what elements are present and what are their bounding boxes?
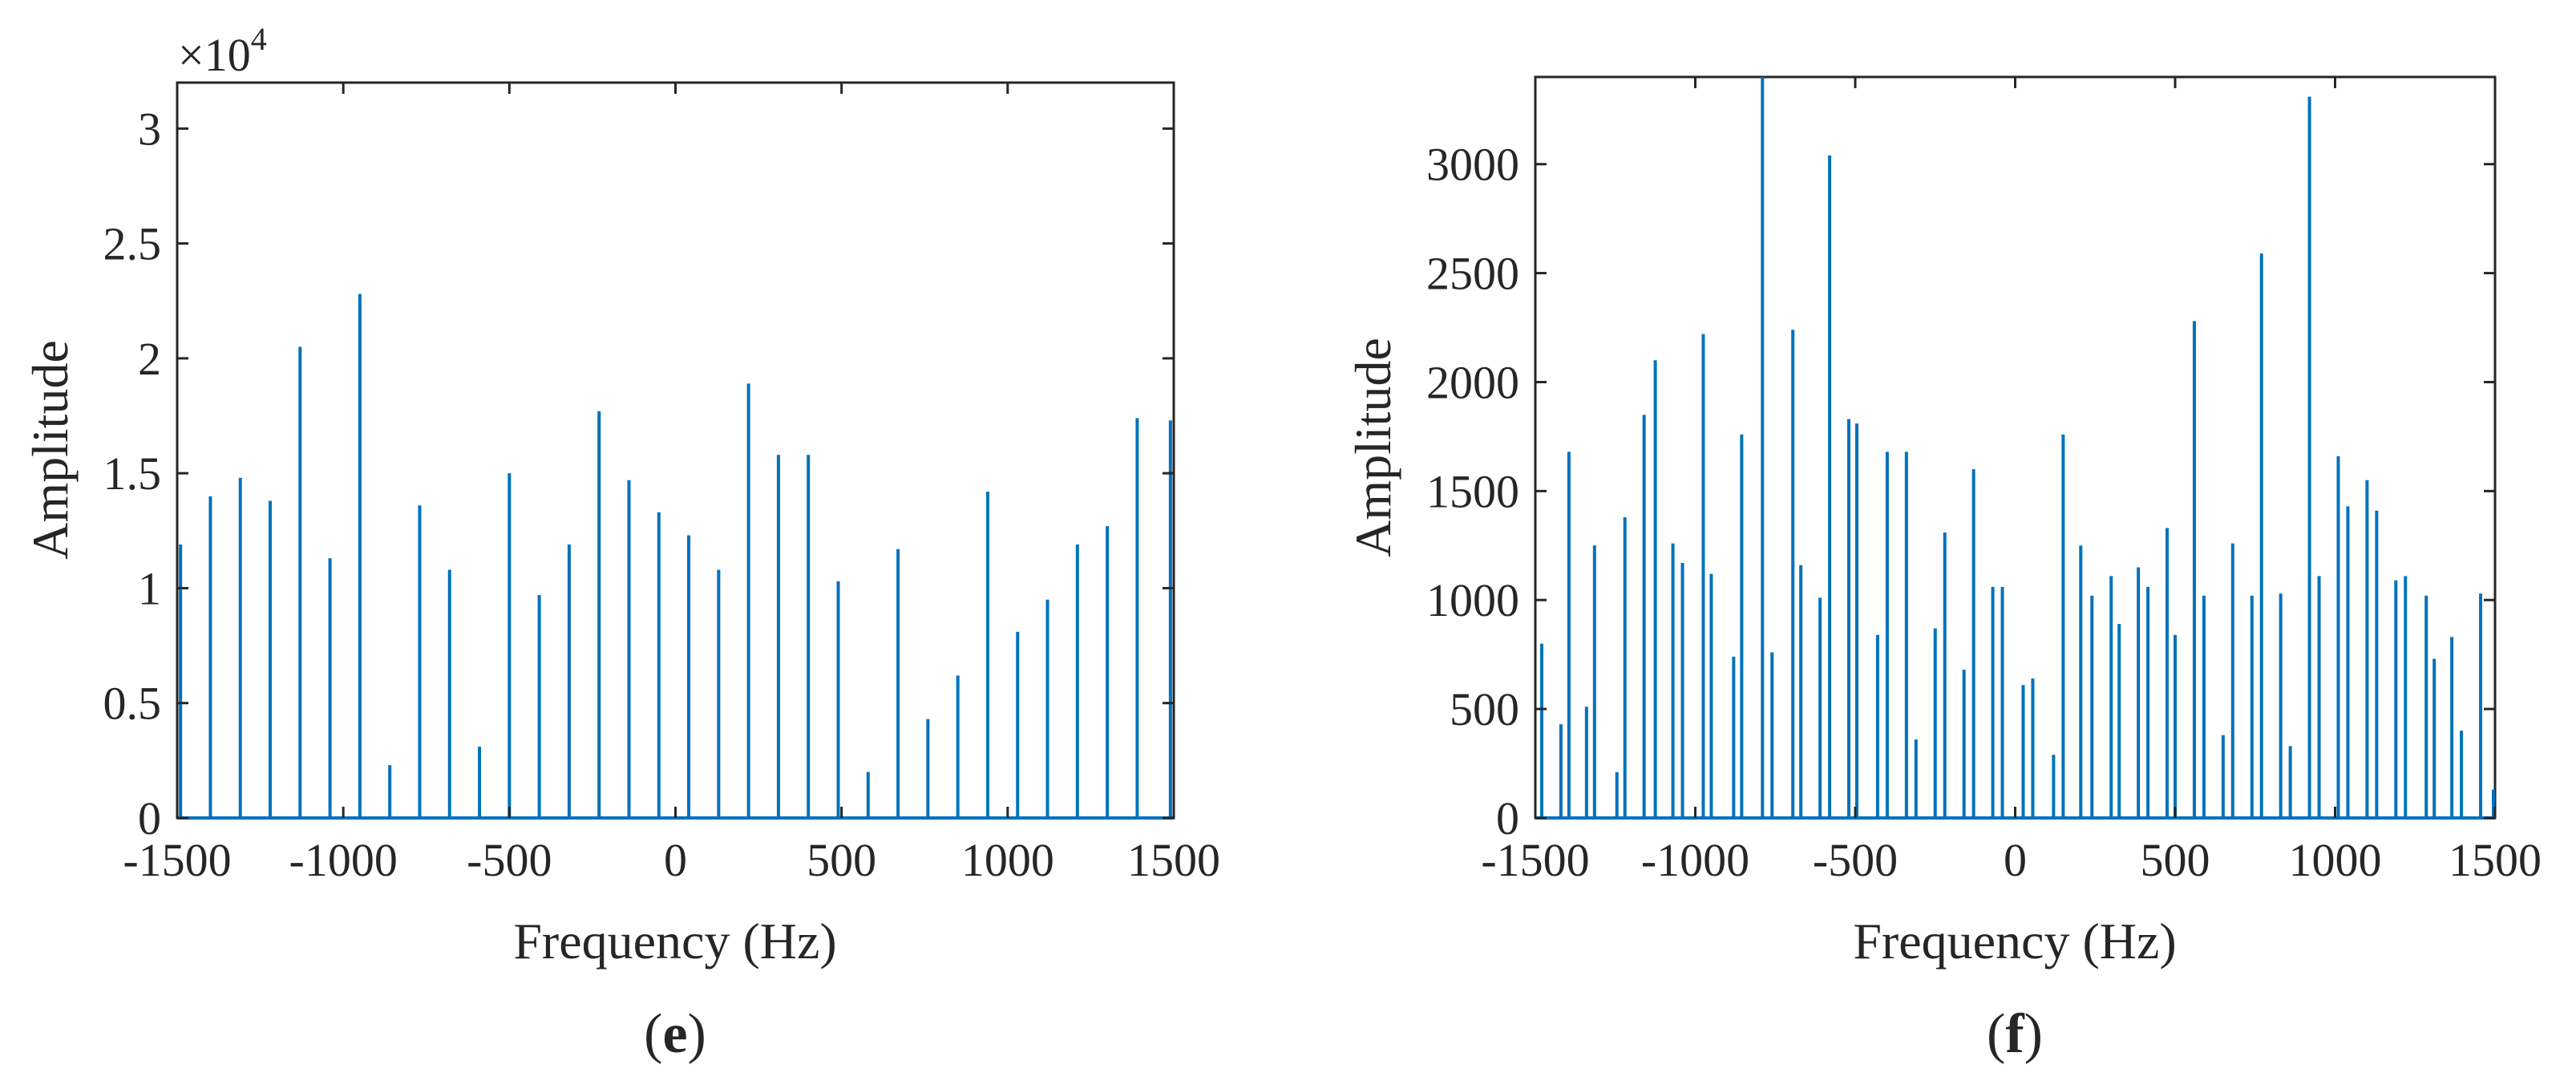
- chart-f-stems: [1535, 77, 2496, 820]
- chart-f-x-tick-label: 1500: [2449, 834, 2542, 886]
- chart-f-y-tick-label: 1500: [1426, 465, 1519, 517]
- chart-e-y-exponent: ×104: [178, 21, 267, 81]
- chart-e-y-tick-label: 0.5: [103, 678, 162, 730]
- chart-f-x-tick-label: 0: [2004, 834, 2027, 886]
- chart-f-y-tick-label: 2000: [1426, 356, 1519, 408]
- chart-e-x-tick-label: 500: [807, 834, 876, 886]
- chart-f-y-tick-label: 500: [1450, 683, 1519, 735]
- chart-e-y-ticks: 0 0.5 1 1.5 2 2.5 3: [103, 103, 1174, 844]
- chart-f-y-tick-label: 3000: [1426, 139, 1519, 191]
- chart-f-x-tick-label: -500: [1813, 834, 1898, 886]
- chart-f-x-tick-label: -1500: [1481, 834, 1589, 886]
- chart-e-y-tick-label: 2.5: [103, 218, 162, 270]
- chart-f-x-tick-label: 1000: [2289, 834, 2382, 886]
- chart-e-panel-label: (e): [644, 1003, 706, 1065]
- chart-e-y-tick-label: 1.5: [103, 447, 162, 500]
- chart-f-y-tick-label: 2500: [1426, 248, 1519, 300]
- chart-e-x-tick-label: 0: [664, 834, 687, 886]
- chart-e-x-tick-label: -1500: [123, 834, 231, 886]
- chart-e-x-tick-label: 1500: [1127, 834, 1220, 886]
- chart-f-x-tick-label: 500: [2141, 834, 2210, 886]
- chart-e-x-ticks: -1500 -1000 -500 0 500 1000 1500: [123, 83, 1220, 886]
- chart-f-panel-label: (f): [1987, 1003, 2043, 1065]
- chart-f-x-ticks: -1500 -1000 -500 0 500 1000 1500: [1481, 77, 2542, 886]
- chart-f: -1500 -1000 -500 0 500 1000 1500 0 500 1000 1500 2…: [1345, 75, 2542, 1065]
- chart-e-x-axis-title: Frequency (Hz): [513, 913, 836, 970]
- chart-e-y-tick-label: 0: [138, 792, 161, 844]
- chart-e: -1500 -1000 -500 0 500 1000 1500 0 0.5 1 1.5 2 2.5 3…: [22, 21, 1220, 1065]
- chart-e-y-axis-title: Amplitude: [22, 340, 79, 560]
- chart-f-x-axis-title: Frequency (Hz): [1853, 913, 2176, 970]
- chart-e-y-tick-label: 2: [138, 333, 161, 385]
- chart-e-y-exponent-power: 4: [251, 21, 267, 57]
- chart-e-stems: [177, 294, 1174, 820]
- chart-e-x-tick-label: -500: [467, 834, 552, 886]
- chart-f-y-tick-label: 0: [1496, 792, 1519, 844]
- chart-f-y-tick-label: 1000: [1426, 574, 1519, 626]
- chart-e-x-tick-label: 1000: [961, 834, 1054, 886]
- chart-f-y-axis-title: Amplitude: [1345, 338, 1401, 557]
- chart-e-x-tick-label: -1000: [289, 834, 398, 886]
- chart-e-y-tick-label: 1: [138, 562, 161, 614]
- chart-f-x-tick-label: -1000: [1641, 834, 1749, 886]
- chart-f-y-ticks: 0 500 1000 1500 2000 2500 3000: [1426, 139, 2495, 844]
- chart-e-y-tick-label: 3: [138, 103, 161, 155]
